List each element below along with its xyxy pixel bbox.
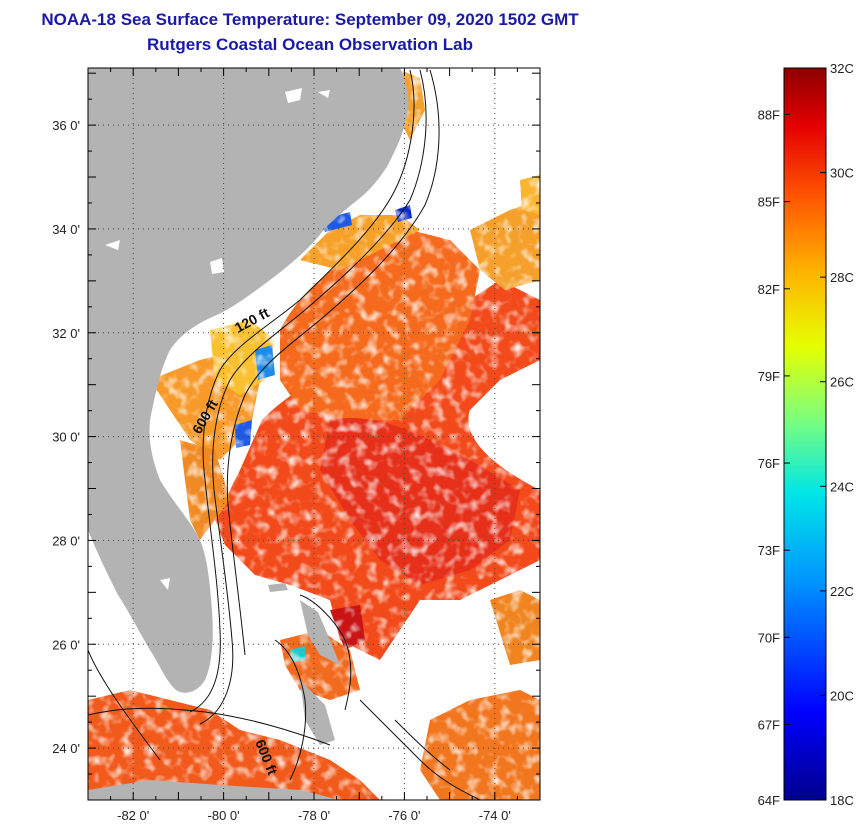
lat-label: 30 0' — [52, 430, 80, 445]
colorbar — [783, 67, 827, 801]
lon-label: -80 0' — [208, 808, 240, 823]
lon-label: -76 0' — [388, 808, 420, 823]
celsius-label: 22C — [830, 584, 854, 599]
fahrenheit-label: 88F — [758, 107, 780, 122]
celsius-label: 30C — [830, 166, 854, 181]
lat-lon-grid — [88, 68, 540, 800]
fahrenheit-label: 73F — [758, 543, 780, 558]
colorbar-ticks: 32C 30C 28C 26C 24C 22C 20C 18C 88F 85F 82F 79F 76F 7… — [758, 61, 854, 808]
celsius-label: 20C — [830, 688, 854, 703]
longitude-labels: -82 0' -80 0' -78 0' -76 0' -74 0' — [117, 808, 511, 823]
lakes — [105, 88, 330, 590]
fahrenheit-label: 79F — [758, 369, 780, 384]
lat-label: 24 0' — [52, 741, 80, 756]
lat-label: 28 0' — [52, 533, 80, 548]
latitude-labels: 36 0' 34 0' 32 0' 30 0' 28 0' 26 0' 24 0' — [52, 118, 80, 756]
fahrenheit-label: 82F — [758, 282, 780, 297]
axis-minor-ticks — [87, 68, 541, 801]
celsius-label: 28C — [830, 270, 854, 285]
celsius-label: 26C — [830, 375, 854, 390]
map-title: NOAA-18 Sea Surface Temperature: Septemb… — [41, 10, 579, 29]
fahrenheit-label: 70F — [758, 630, 780, 645]
celsius-label: 24C — [830, 479, 854, 494]
land — [88, 68, 409, 800]
map-subtitle: Rutgers Coastal Ocean Observation Lab — [147, 35, 473, 54]
lon-label: -78 0' — [298, 808, 330, 823]
lon-label: -74 0' — [479, 808, 511, 823]
bathymetry-contours — [88, 69, 481, 800]
lat-label: 32 0' — [52, 326, 80, 341]
lon-label: -82 0' — [117, 808, 149, 823]
fahrenheit-label: 67F — [758, 717, 780, 732]
lat-label: 34 0' — [52, 222, 80, 237]
fahrenheit-label: 64F — [758, 793, 780, 808]
lat-label: 26 0' — [52, 637, 80, 652]
fahrenheit-label: 85F — [758, 195, 780, 210]
fahrenheit-label: 76F — [758, 456, 780, 471]
celsius-label: 18C — [830, 793, 854, 808]
celsius-label: 32C — [830, 61, 854, 76]
lat-label: 36 0' — [52, 118, 80, 133]
